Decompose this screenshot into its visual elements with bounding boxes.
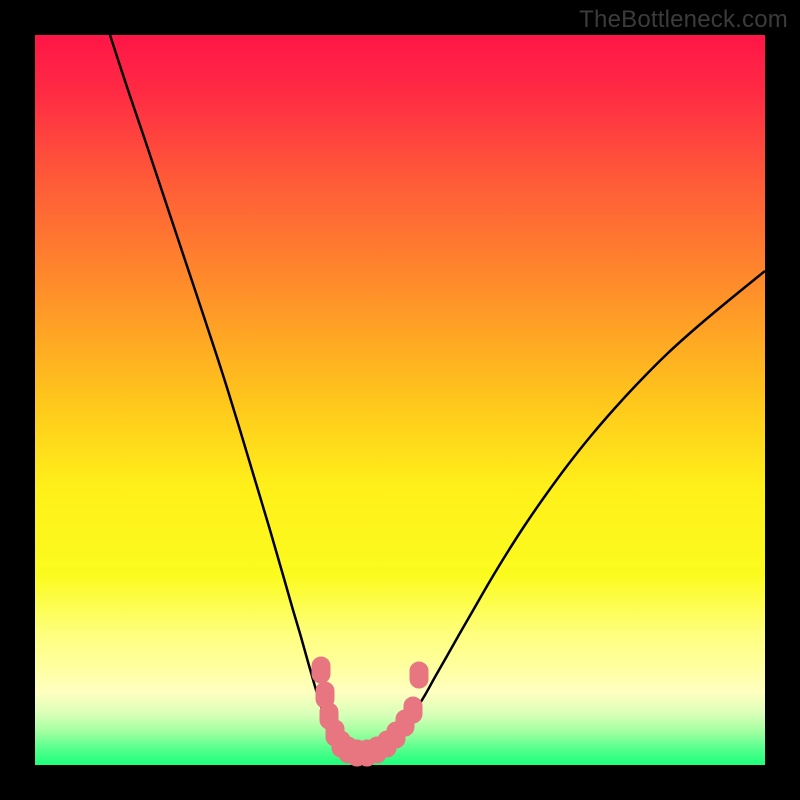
- marker-group: [312, 657, 428, 766]
- marker-point: [312, 657, 330, 683]
- marker-point: [404, 697, 422, 723]
- chart-svg: [35, 35, 765, 765]
- marker-point: [410, 662, 428, 688]
- plot-area: [35, 35, 765, 765]
- bottleneck-curve: [110, 35, 765, 754]
- watermark-text: TheBottleneck.com: [579, 6, 788, 34]
